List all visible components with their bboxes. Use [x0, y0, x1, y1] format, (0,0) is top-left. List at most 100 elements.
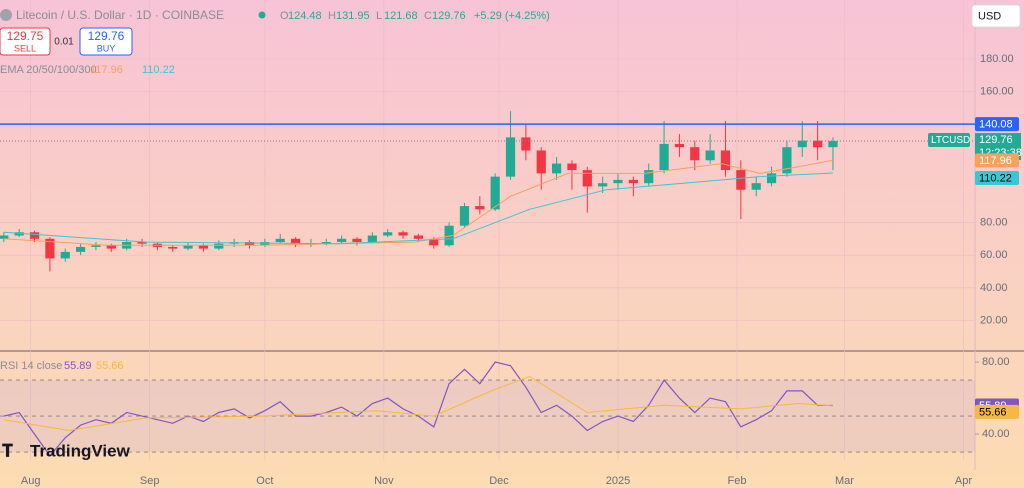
x-tick-label: Aug	[21, 475, 41, 487]
buy-button[interactable]	[79, 27, 133, 56]
sell-label[interactable]: SELL	[14, 43, 36, 53]
price-tag	[975, 153, 1019, 168]
candle-body	[690, 147, 700, 161]
candle-body	[766, 173, 777, 184]
ohlc-key: O	[280, 10, 289, 22]
status-dot	[258, 11, 266, 19]
candle-body	[321, 242, 331, 244]
price-tag-label: 110.22	[979, 172, 1012, 184]
symbol-tag	[928, 133, 970, 148]
candle-body	[413, 235, 424, 239]
candle-body	[751, 183, 761, 190]
y-tick-label: 40.00	[980, 282, 1008, 294]
indicator-value: 117.96	[90, 64, 123, 76]
candle-body	[567, 163, 577, 171]
candle-body	[29, 232, 40, 239]
buy-label[interactable]: BUY	[97, 43, 116, 53]
price-tag	[975, 171, 1019, 186]
candle-body	[736, 170, 746, 190]
candle-body	[720, 150, 731, 171]
candle-body	[598, 183, 608, 187]
candle-body	[551, 163, 562, 174]
series-line	[3, 172, 834, 245]
candle-body	[398, 232, 408, 236]
y-tick-label: 80.00	[982, 356, 1010, 368]
candle-body	[674, 143, 685, 148]
candle-body	[290, 238, 301, 244]
ohlc-value: 124.48	[288, 10, 322, 22]
price-tag-label: 140.08	[979, 119, 1013, 131]
ohlc-key: C	[424, 10, 432, 22]
ohlc-value: 131.95	[336, 10, 370, 22]
indicator-value: 110.22	[142, 64, 175, 76]
currency-label[interactable]: USD	[978, 10, 1001, 22]
price-tag-label: 55.66	[979, 406, 1007, 418]
symbol-title: Litecoin / U.S. Dollar · 1D · COINBASE	[16, 8, 224, 22]
candle-body	[797, 140, 807, 148]
candle-body	[782, 147, 792, 174]
indicator-value: 55.66	[96, 360, 124, 372]
candle-body	[705, 150, 715, 161]
y-tick-label: 80.00	[980, 216, 1008, 228]
candle-body	[582, 170, 592, 187]
candle-body	[137, 242, 147, 244]
y-tick-label: 40.00	[982, 428, 1010, 440]
candle-body	[60, 251, 70, 259]
candle-body	[475, 206, 485, 210]
price-tag	[975, 117, 1019, 132]
symbol-label: LTCUSD	[931, 135, 970, 146]
candle-body	[244, 242, 255, 246]
candle-body	[521, 137, 531, 151]
x-tick-label: Dec	[489, 475, 509, 487]
sell-button[interactable]	[0, 27, 51, 56]
candle-body	[214, 243, 224, 249]
candle-body	[644, 170, 654, 184]
symbol-icon	[0, 9, 12, 21]
candle-body	[459, 206, 470, 226]
x-tick-label: Sep	[140, 475, 160, 487]
candle-body	[383, 232, 393, 236]
currency-select[interactable]	[971, 4, 1021, 28]
candle-body	[813, 140, 823, 148]
candle-body	[429, 238, 439, 246]
price-tag	[975, 404, 1019, 419]
indicator-label: EMA 20/50/100/300	[0, 64, 97, 76]
series-line	[3, 375, 834, 432]
candle-body	[275, 238, 285, 243]
change: +5.29 (+4.25%)	[474, 10, 550, 22]
price-tag-label: 129.76	[979, 134, 1013, 146]
candle-body	[14, 232, 24, 236]
candle-body	[0, 235, 9, 239]
candle-body	[106, 245, 116, 249]
candle-body	[613, 179, 623, 184]
ohlc-value: 129.76	[432, 10, 466, 22]
indicator-label: RSI 14 close	[0, 360, 62, 372]
sell-price[interactable]: 129.75	[7, 29, 44, 43]
x-tick-label: Feb	[728, 475, 747, 487]
ohlc-key: L	[376, 10, 382, 22]
candle-body	[367, 235, 377, 243]
candle-body	[628, 179, 638, 184]
buy-price[interactable]: 129.76	[88, 29, 125, 43]
candle-body	[505, 137, 516, 177]
candle-body	[659, 143, 669, 171]
series-line	[3, 361, 834, 457]
ohlc-value: 121.68	[384, 10, 418, 22]
candle-body	[198, 245, 209, 249]
candle-body	[183, 245, 193, 249]
spread: 0.01	[54, 37, 74, 48]
candle-body	[76, 246, 86, 252]
logo-mark: 𝐓	[2, 441, 13, 460]
y-tick-label: 60.00	[980, 249, 1008, 261]
candle-body	[337, 238, 347, 243]
indicator-value: 55.89	[64, 360, 92, 372]
candle-body	[91, 245, 101, 247]
ohlc-key: H	[328, 10, 336, 22]
x-tick-label: Nov	[374, 475, 394, 487]
candle-body	[444, 225, 454, 246]
x-tick-label: Oct	[256, 475, 273, 487]
candle-body	[828, 141, 838, 148]
x-tick-label: Apr	[955, 475, 972, 487]
y-tick-label: 20.00	[980, 314, 1008, 326]
